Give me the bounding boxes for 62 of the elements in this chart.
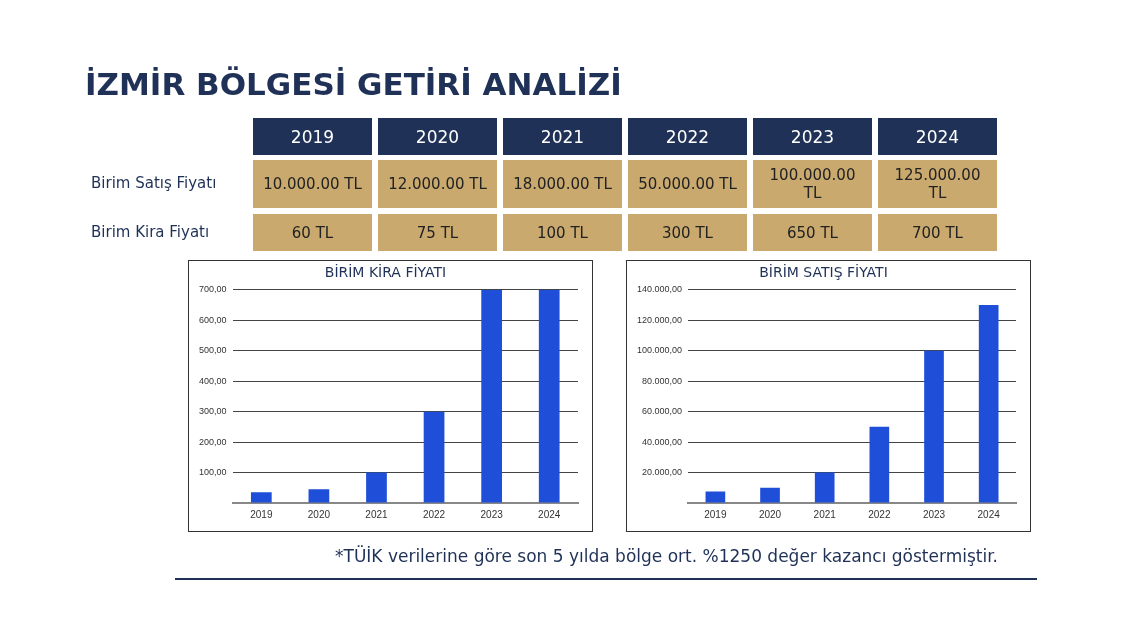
bar (366, 472, 387, 503)
text: 75 TL (416, 223, 459, 242)
x-tick-label: 2022 (868, 508, 891, 520)
x-tick-label: 2020 (307, 508, 331, 520)
y-tick-label: 60.000,00 (642, 406, 683, 417)
bar (869, 426, 890, 503)
x-tick-label: 2023 (922, 508, 946, 520)
x-tick-label: 2019 (704, 508, 727, 520)
text: *TÜİK verilerine göre son 5 yılda bölge ort. %1250 değer kazancı göstermiştir. (335, 546, 999, 566)
x-tick-label: 2020 (378, 118, 497, 155)
y-tick-label: 100,00 (199, 467, 227, 478)
x-tick-label: 2021 (503, 118, 622, 155)
y-tick-label: Birim Satış Fiyatı (91, 174, 217, 192)
text: 300 TL (662, 223, 713, 242)
y-tick-label: 500,00 (199, 345, 227, 356)
x-tick-label: 2023 (480, 508, 504, 520)
text: 60 TL (291, 223, 334, 242)
bar (924, 350, 944, 503)
y-tick-label: 600,00 (199, 314, 227, 325)
bar (250, 492, 272, 503)
x-tick-label: 2022 (628, 118, 747, 155)
y-tick-label: Birim Kira Fiyatı (91, 222, 210, 241)
y-tick-label: 80.000,00 (642, 375, 683, 386)
x-tick-label: 2021 (813, 508, 837, 520)
y-tick-label: 700,00 (199, 284, 227, 295)
text: 18.000.00 TL (513, 175, 612, 193)
y-tick-label: 400,00 (199, 375, 227, 386)
x-tick-label: 2019 (253, 118, 372, 155)
bar (538, 289, 560, 503)
bar (705, 491, 726, 503)
chart-title: BİRİM KİRA FİYATI (324, 263, 447, 281)
chart-title: İZMİR BÖLGESİ GETİRİ ANALİZİ (85, 66, 622, 102)
bar (978, 305, 999, 503)
bar (481, 289, 502, 503)
x-tick-label: 2024 (538, 508, 561, 520)
text: 12.000.00 TL (388, 175, 487, 193)
text: 700 TL (912, 223, 963, 242)
x-tick-label: 2021 (365, 508, 389, 520)
bar (308, 489, 330, 503)
y-tick-label: 40.000,00 (642, 436, 683, 447)
y-tick-label: 120.000,00 (637, 314, 683, 325)
text: 10.000.00 TL (263, 175, 362, 193)
x-tick-label: 2023 (753, 118, 872, 155)
x-tick-label: 2024 (977, 508, 1001, 520)
text: 100.000.00 TL (769, 166, 856, 202)
x-tick-label: 2020 (758, 508, 782, 520)
y-tick-label: 100.000,00 (637, 345, 683, 356)
x-tick-label: 2019 (250, 508, 273, 520)
y-tick-label: 20.000,00 (642, 467, 683, 478)
y-tick-label: 300,00 (199, 406, 227, 417)
text: 125.000.00 TL (894, 166, 981, 202)
x-tick-label: 2022 (422, 508, 446, 520)
text: 50.000.00 TL (638, 175, 737, 193)
chart-title: BİRİM SATIŞ FİYATI (759, 263, 888, 281)
y-tick-label: 200,00 (199, 436, 227, 447)
bar (423, 411, 445, 503)
y-tick-label: 140.000,00 (637, 284, 683, 295)
bar (814, 472, 835, 503)
x-tick-label: 2024 (878, 118, 997, 155)
text: 100 TL (537, 223, 588, 242)
bar (760, 487, 780, 503)
text: 650 TL (787, 223, 838, 242)
